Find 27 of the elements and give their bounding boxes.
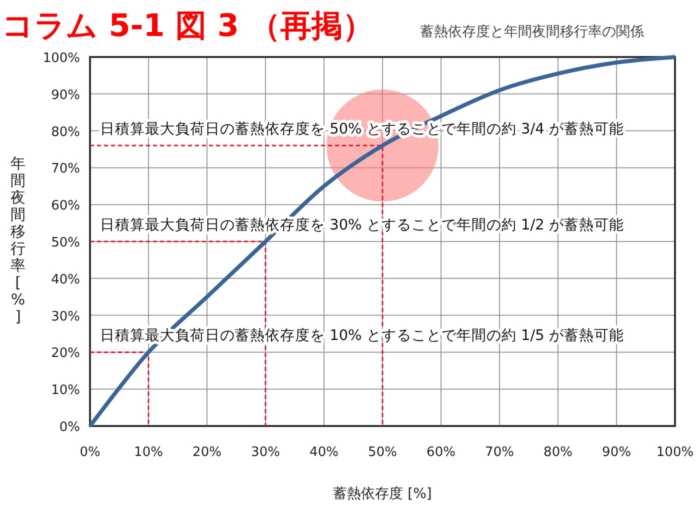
y-tick-label: 80% <box>51 124 80 140</box>
y-tick-label: 40% <box>51 272 80 288</box>
y-tick-label: 10% <box>51 383 80 398</box>
x-tick-label: 60% <box>426 445 456 460</box>
line-series <box>88 55 677 428</box>
x-tick-label: 100% <box>656 445 694 460</box>
y-tick-label: 20% <box>51 346 80 362</box>
y-tick-label: 30% <box>51 309 80 324</box>
chart-subtitle: 蓄熱依存度と年間夜間移行率の関係 <box>420 24 644 40</box>
y-tick-label: 50% <box>51 236 80 250</box>
x-tick-label: 90% <box>602 445 631 460</box>
y-tick-label: 60% <box>51 198 80 214</box>
text: 年間夜間移行率 [%] <box>10 154 26 326</box>
x-tick-label: 30% <box>251 445 280 460</box>
y-tick-label: 90% <box>51 88 80 103</box>
x-tick-label: 70% <box>485 445 514 460</box>
x-tick-label: 10% <box>134 445 163 460</box>
y-tick-label: 0% <box>59 420 80 435</box>
x-axis-title: 蓄熱依存度 [%] <box>333 486 432 502</box>
y-tick-label: 70% <box>51 162 80 177</box>
x-tick-label: 20% <box>192 445 222 460</box>
y-tick-label: 100% <box>42 51 80 66</box>
x-tick-label: 80% <box>544 445 572 460</box>
chart-title: コラム 5-1 図 3 （再掲） <box>2 8 374 44</box>
x-tick-label: 0% <box>80 445 100 460</box>
x-tick-label: 50% <box>368 445 397 460</box>
x-tick-label: 40% <box>310 445 338 460</box>
